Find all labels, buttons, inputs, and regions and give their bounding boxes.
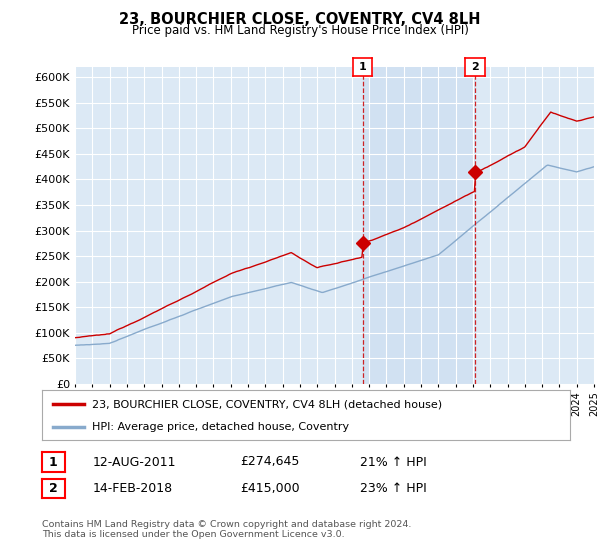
Text: 12-AUG-2011: 12-AUG-2011 — [93, 455, 176, 469]
Text: 21% ↑ HPI: 21% ↑ HPI — [360, 455, 427, 469]
Text: 23, BOURCHIER CLOSE, COVENTRY, CV4 8LH (detached house): 23, BOURCHIER CLOSE, COVENTRY, CV4 8LH (… — [92, 399, 442, 409]
Text: 1: 1 — [49, 455, 58, 469]
Bar — [362, 67, 475, 384]
Text: £415,000: £415,000 — [240, 482, 299, 495]
Text: Price paid vs. HM Land Registry's House Price Index (HPI): Price paid vs. HM Land Registry's House … — [131, 24, 469, 36]
Text: 14-FEB-2018: 14-FEB-2018 — [93, 482, 173, 495]
Text: 23% ↑ HPI: 23% ↑ HPI — [360, 482, 427, 495]
Text: 2: 2 — [471, 62, 479, 72]
Text: 23, BOURCHIER CLOSE, COVENTRY, CV4 8LH: 23, BOURCHIER CLOSE, COVENTRY, CV4 8LH — [119, 12, 481, 27]
Text: Contains HM Land Registry data © Crown copyright and database right 2024.
This d: Contains HM Land Registry data © Crown c… — [42, 520, 412, 539]
Text: £274,645: £274,645 — [240, 455, 299, 469]
Text: HPI: Average price, detached house, Coventry: HPI: Average price, detached house, Cove… — [92, 422, 349, 432]
Text: 1: 1 — [359, 62, 367, 72]
Text: 2: 2 — [49, 482, 58, 495]
